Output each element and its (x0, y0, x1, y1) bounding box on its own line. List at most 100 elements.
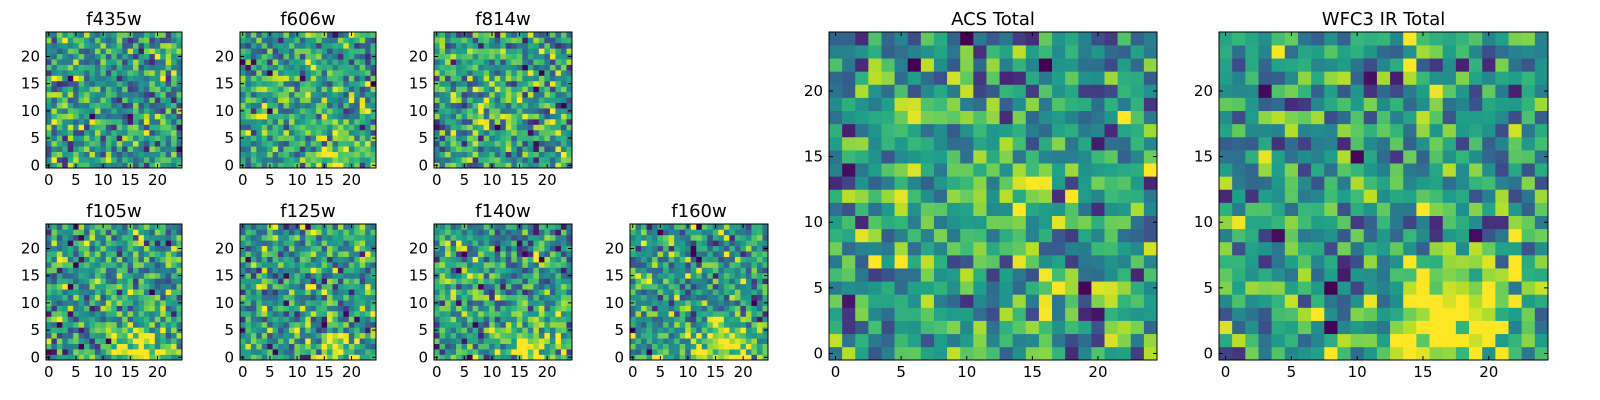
heatmap-cell (176, 278, 183, 285)
heatmap-cell (505, 124, 512, 131)
y-tick-label: 5 (30, 129, 40, 147)
heatmap-cell (707, 229, 714, 236)
heatmap-cell (245, 129, 252, 136)
heatmap-cell (461, 256, 468, 263)
heatmap-cell (1012, 176, 1027, 190)
heatmap-cell (1038, 215, 1053, 230)
heatmap-cell (62, 140, 69, 147)
heatmap-cell (516, 80, 523, 87)
heatmap-cell (288, 338, 295, 344)
heatmap-cell (920, 255, 935, 269)
heatmap-cell (256, 240, 263, 247)
heatmap-cell (332, 272, 339, 279)
heatmap-cell (299, 294, 306, 301)
heatmap-cell (176, 86, 183, 93)
heatmap-cell (348, 256, 355, 263)
heatmap-cell (359, 146, 366, 152)
heatmap-cell (78, 124, 85, 131)
heatmap-cell (690, 338, 697, 344)
heatmap-cell (171, 245, 177, 252)
heatmap-cell (256, 349, 263, 355)
heatmap-cell (165, 59, 172, 65)
heatmap-cell (652, 332, 658, 339)
heatmap-cell (316, 354, 322, 361)
heatmap-cell (461, 267, 468, 274)
heatmap-cell (67, 135, 74, 142)
heatmap-cell (299, 305, 306, 312)
heatmap-cell (500, 343, 507, 350)
heatmap-cell (635, 283, 642, 290)
heatmap-cell (278, 140, 284, 147)
heatmap-cell (343, 289, 350, 296)
heatmap-cell (245, 102, 252, 109)
heatmap-cell (343, 113, 350, 120)
heatmap-cell (1091, 163, 1105, 177)
heatmap-cell (483, 300, 490, 306)
heatmap-cell (674, 240, 680, 247)
heatmap-cell (332, 75, 339, 82)
heatmap-cell (1104, 346, 1118, 361)
heatmap-cell (842, 320, 856, 335)
heatmap-cell (566, 140, 573, 147)
heatmap-cell (327, 129, 333, 136)
heatmap-cell (46, 70, 52, 76)
heatmap-cell (62, 42, 69, 49)
heatmap-cell (122, 251, 128, 257)
heatmap-cell (359, 80, 366, 87)
heatmap-cell (278, 229, 284, 236)
heatmap-cell (762, 278, 769, 285)
heatmap-cell (332, 108, 339, 114)
heatmap-cell (1078, 255, 1092, 269)
heatmap-cell (245, 321, 252, 328)
heatmap-cell (261, 42, 268, 49)
heatmap-cell (62, 48, 69, 55)
heatmap-cell (160, 97, 166, 104)
heatmap-cell (1078, 281, 1092, 295)
heatmap-cell (646, 262, 653, 268)
y-tick-label: 10 (605, 294, 624, 312)
heatmap-cell (986, 163, 1000, 177)
heatmap-cell (1065, 346, 1079, 361)
heatmap-cell (348, 86, 355, 93)
heatmap-cell (171, 338, 177, 344)
heatmap-cell (310, 135, 317, 142)
heatmap-cell (365, 48, 371, 55)
heatmap-cell (327, 289, 333, 296)
heatmap-cell (467, 75, 473, 82)
heatmap-cell (740, 289, 747, 296)
heatmap-cell (641, 283, 647, 290)
heatmap-cell (310, 119, 317, 125)
heatmap-cell (434, 251, 440, 257)
heatmap-cell (483, 240, 490, 247)
heatmap-cell (94, 113, 101, 120)
heatmap-cell (288, 278, 295, 285)
heatmap-cell (294, 251, 301, 257)
heatmap-cell (62, 234, 69, 241)
heatmap-cell (94, 327, 101, 334)
heatmap-cell (84, 102, 90, 109)
heatmap-cell (555, 327, 562, 334)
heatmap-cell (67, 349, 74, 355)
heatmap-cell (62, 267, 69, 274)
heatmap-cell (566, 97, 573, 104)
heatmap-cell (250, 70, 257, 76)
heatmap-cell (321, 59, 328, 65)
heatmap-cell (250, 332, 257, 339)
heatmap-cell (370, 240, 377, 247)
heatmap-cell (56, 135, 63, 142)
heatmap-cell (278, 129, 284, 136)
heatmap-cell (176, 311, 183, 317)
heatmap-cell (321, 86, 328, 93)
y-tick-label: 5 (224, 321, 234, 339)
heatmap-cell (89, 113, 96, 120)
heatmap-cell (657, 305, 664, 312)
heatmap-cell (933, 333, 948, 348)
heatmap-cell (679, 262, 686, 268)
heatmap-cell (272, 278, 279, 285)
heatmap-cell (127, 338, 134, 344)
heatmap-cell (527, 146, 534, 152)
heatmap-cell (122, 59, 128, 65)
heatmap-cell (78, 42, 85, 49)
heatmap-cell (549, 91, 556, 98)
heatmap-cell (51, 97, 58, 104)
